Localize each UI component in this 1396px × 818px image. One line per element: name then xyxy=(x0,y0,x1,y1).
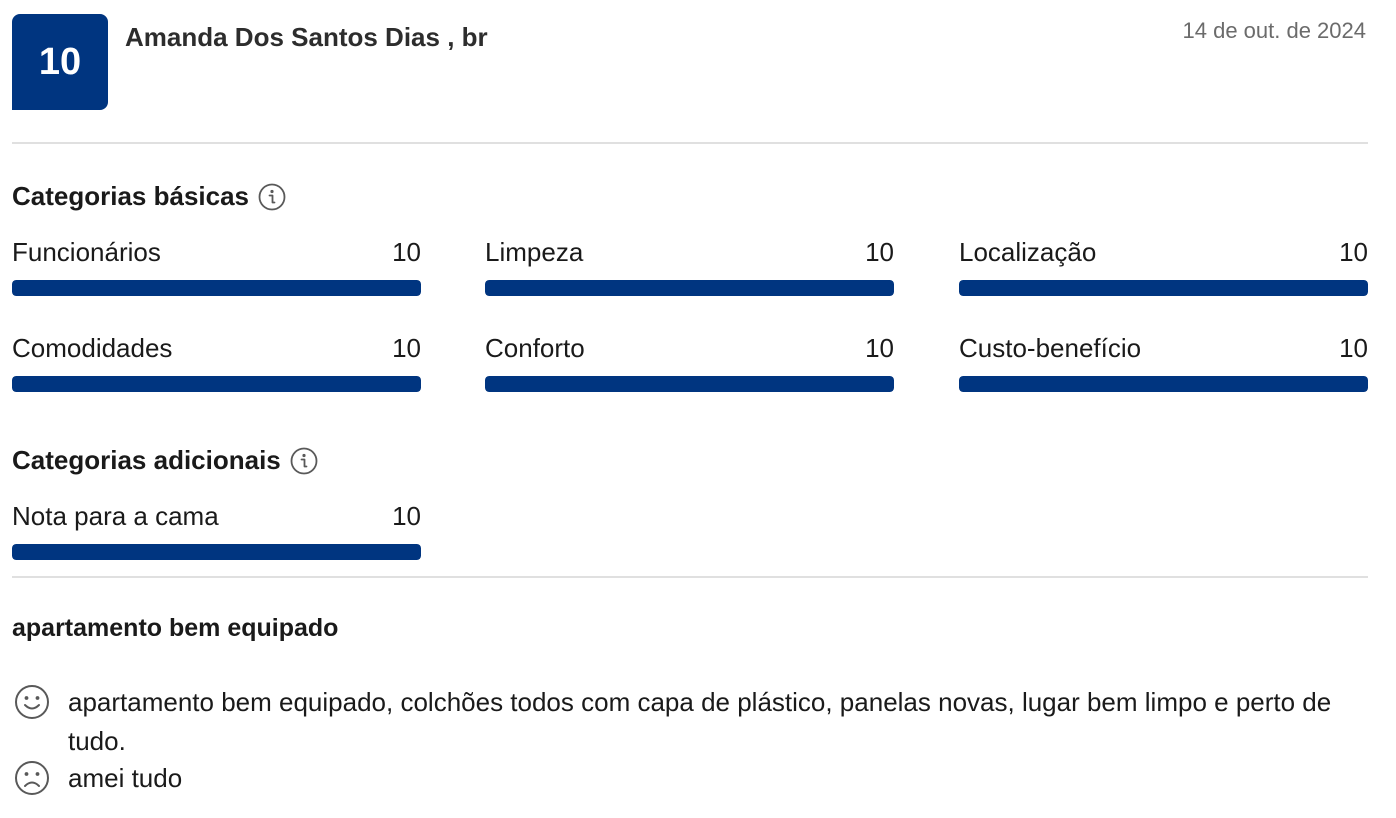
category-score: 10 xyxy=(392,501,421,531)
review-title: apartamento bem equipado xyxy=(12,614,339,642)
additional-categories-heading: Categorias adicionais xyxy=(12,445,318,476)
category-score: 10 xyxy=(1339,237,1368,267)
category-label: Nota para a cama xyxy=(12,501,219,531)
basic-categories-heading: Categorias básicas xyxy=(12,181,286,212)
category-bar xyxy=(12,544,421,560)
category-label: Custo-benefício xyxy=(959,333,1142,363)
category-bar xyxy=(959,376,1368,392)
category-bar-fill xyxy=(485,376,894,392)
category-bar xyxy=(485,280,894,296)
category-cleanliness: Limpeza 10 xyxy=(485,236,894,296)
category-label: Limpeza xyxy=(485,237,584,267)
category-bed: Nota para a cama 10 xyxy=(12,500,421,560)
reviewer-name: Amanda Dos Santos Dias , br xyxy=(125,22,488,52)
category-score: 10 xyxy=(865,237,894,267)
category-score: 10 xyxy=(1339,333,1368,363)
negative-review: amei tudo xyxy=(12,759,1372,798)
category-score: 10 xyxy=(392,237,421,267)
info-icon[interactable] xyxy=(258,183,286,211)
category-value-for-money: Custo-benefício 10 xyxy=(959,332,1368,392)
category-bar xyxy=(485,376,894,392)
category-label: Funcionários xyxy=(12,237,161,267)
category-bar-fill xyxy=(485,280,894,296)
category-bar xyxy=(12,280,421,296)
category-bar xyxy=(12,376,421,392)
category-bar-fill xyxy=(12,544,421,560)
category-label: Localização xyxy=(959,237,1097,267)
category-bar xyxy=(959,280,1368,296)
basic-categories-title: Categorias básicas xyxy=(12,181,250,211)
positive-review-text: apartamento bem equipado, colchões todos… xyxy=(68,687,1332,756)
review-date: 14 de out. de 2024 xyxy=(1182,18,1367,43)
additional-categories-title: Categorias adicionais xyxy=(12,445,281,475)
category-score: 10 xyxy=(865,333,894,363)
score-badge: 10 xyxy=(12,14,108,110)
category-score: 10 xyxy=(392,333,421,363)
info-icon[interactable] xyxy=(290,447,318,475)
category-bar-fill xyxy=(12,280,421,296)
divider xyxy=(12,576,1368,578)
category-label: Conforto xyxy=(485,333,585,363)
category-staff: Funcionários 10 xyxy=(12,236,421,296)
category-location: Localização 10 xyxy=(959,236,1368,296)
category-facilities: Comodidades 10 xyxy=(12,332,421,392)
category-bar-fill xyxy=(959,280,1368,296)
category-bar-fill xyxy=(12,376,421,392)
category-label: Comodidades xyxy=(12,333,173,363)
positive-review: apartamento bem equipado, colchões todos… xyxy=(12,683,1372,761)
divider xyxy=(12,142,1368,144)
category-bar-fill xyxy=(959,376,1368,392)
smile-icon xyxy=(12,682,52,722)
score-value: 10 xyxy=(38,40,82,83)
category-comfort: Conforto 10 xyxy=(485,332,894,392)
frown-icon xyxy=(12,758,52,798)
negative-review-text: amei tudo xyxy=(68,763,183,793)
